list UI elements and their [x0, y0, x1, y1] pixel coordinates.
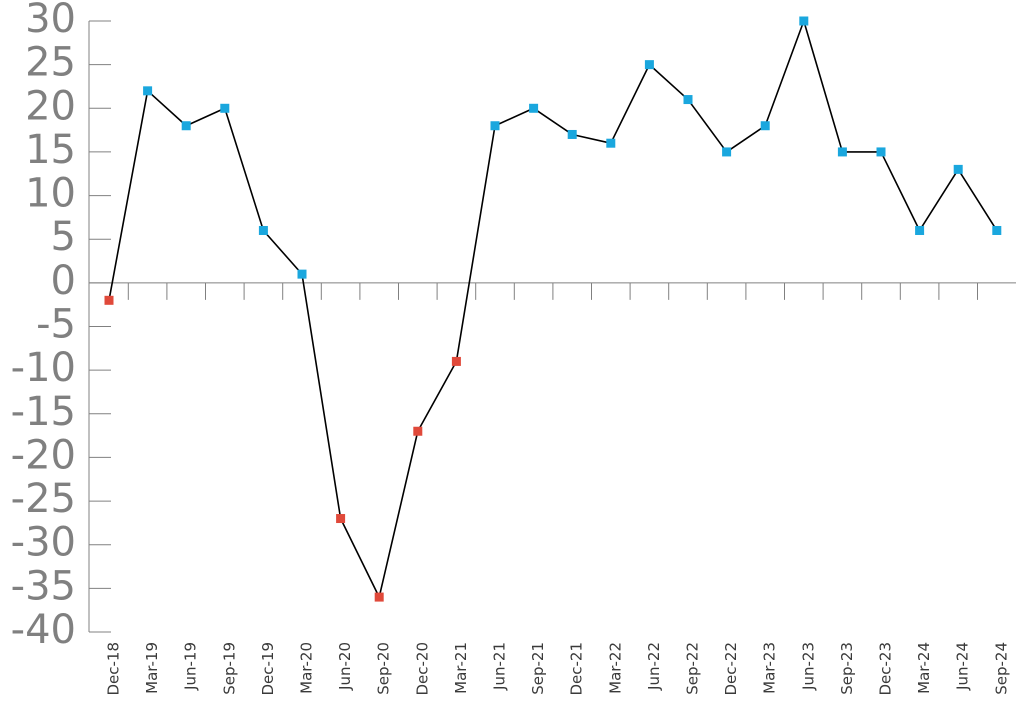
y-tick-label: -25: [11, 476, 76, 522]
data-point-marker: [297, 269, 307, 279]
x-tick-label: Mar-21: [452, 642, 470, 694]
x-tick-label: Mar-20: [298, 642, 316, 694]
series-line-group: [108, 20, 998, 598]
data-point-marker: [915, 225, 925, 235]
data-point-marker: [181, 121, 191, 131]
x-tick-label: Jun-24: [954, 642, 972, 691]
data-point-marker: [876, 147, 886, 157]
y-tick-label: 5: [51, 214, 76, 260]
x-tick-label: Jun-22: [645, 642, 663, 691]
series-line: [108, 20, 998, 598]
data-point-marker: [567, 129, 577, 139]
x-tick-label: Sep-19: [220, 642, 238, 695]
x-tick-label: Mar-23: [761, 642, 779, 694]
data-point-marker: [992, 225, 1002, 235]
data-point-marker: [143, 86, 153, 96]
data-point-marker: [413, 426, 423, 436]
y-tick-label: -15: [11, 389, 76, 435]
x-tick-label: Sep-23: [838, 642, 856, 695]
data-markers: [104, 16, 1002, 602]
x-tick-label: Sep-20: [375, 642, 393, 695]
x-tick-label: Dec-22: [722, 642, 740, 696]
data-point-marker: [374, 592, 384, 602]
data-point-marker: [953, 164, 963, 174]
data-point-marker: [258, 225, 268, 235]
y-tick-label: -35: [11, 563, 76, 609]
y-tick-label: -20: [11, 432, 76, 478]
y-tick-label: 0: [51, 258, 76, 304]
x-tick-label: Jun-20: [336, 642, 354, 691]
y-tick-label: -30: [11, 520, 76, 566]
data-point-marker: [644, 60, 654, 70]
x-tick-label: Dec-20: [413, 642, 431, 696]
x-axis: Dec-18 Mar-19 Jun-19 Sep-19 Dec-19 Mar-20 Jun-…: [89, 282, 1016, 696]
x-tick-label: Mar-22: [606, 642, 624, 694]
y-tick-label: -10: [11, 345, 76, 391]
x-tick-label: Mar-19: [143, 642, 161, 694]
x-tick-label: Sep-21: [529, 642, 547, 695]
x-tick-label: Jun-23: [799, 642, 817, 691]
y-tick-label: 25: [25, 40, 76, 86]
data-point-marker: [683, 95, 693, 105]
x-tick-label: Mar-24: [915, 642, 933, 694]
data-point-marker: [606, 138, 616, 148]
data-point-marker: [220, 103, 230, 113]
data-point-marker: [451, 356, 461, 366]
x-tick-label: Dec-21: [568, 642, 586, 696]
data-point-marker: [760, 121, 770, 131]
y-tick-label: 10: [25, 171, 76, 217]
x-tick-label: Sep-22: [684, 642, 702, 695]
y-tick-label: 20: [25, 83, 76, 129]
data-point-marker: [490, 121, 500, 131]
y-tick-label: -40: [11, 607, 76, 653]
x-tick-label: Jun-19: [182, 642, 200, 691]
data-point-marker: [529, 103, 539, 113]
data-point-marker: [104, 295, 114, 305]
x-tick-label: Sep-24: [992, 642, 1010, 695]
y-tick-label: -5: [36, 302, 76, 348]
data-point-marker: [336, 514, 346, 524]
y-tick-label: 15: [25, 127, 76, 173]
x-tick-label: Dec-18: [105, 642, 123, 696]
data-point-marker: [837, 147, 847, 157]
data-point-marker: [722, 147, 732, 157]
x-tick-label: Dec-19: [259, 642, 277, 696]
data-point-marker: [799, 16, 809, 26]
x-tick-label: Jun-21: [491, 642, 509, 691]
y-tick-label: 30: [25, 0, 76, 42]
x-tick-label: Dec-23: [877, 642, 895, 696]
